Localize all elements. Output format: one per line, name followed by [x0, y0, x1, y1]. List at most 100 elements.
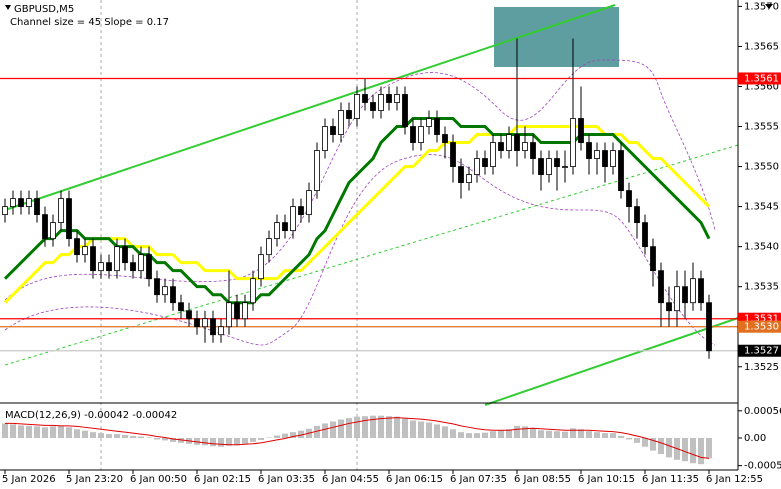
macd-bar	[418, 421, 424, 438]
x-tick-label: 6 Jan 04:55	[322, 474, 379, 485]
macd-bar	[154, 437, 160, 440]
y-tick-label: 1.3560	[744, 81, 779, 92]
macd-bar	[202, 437, 208, 446]
y-tick-label: 0.00	[744, 433, 766, 444]
macd-bar	[594, 432, 600, 438]
candle-body	[570, 118, 576, 167]
candle-body	[658, 270, 664, 304]
price-tag-label: 1.3561	[744, 73, 779, 84]
macd-bar	[514, 425, 520, 438]
macd-bar	[210, 437, 216, 447]
candle-body	[474, 158, 480, 175]
macd-bar	[426, 422, 432, 438]
macd-bar	[74, 429, 80, 438]
y-tick-label: 1.3540	[744, 242, 779, 253]
candle-body	[170, 286, 176, 304]
macd-bar	[138, 436, 144, 438]
candle-body	[450, 142, 456, 167]
macd-bar	[250, 437, 256, 442]
macd-bar	[530, 428, 536, 438]
macd-bar	[34, 426, 40, 438]
x-tick-label: 6 Jan 11:35	[642, 474, 699, 485]
x-tick-label: 6 Jan 02:15	[194, 474, 251, 485]
x-tick-label: 6 Jan 07:35	[450, 474, 507, 485]
macd-bar	[522, 426, 528, 438]
macd-bar	[346, 418, 352, 438]
macd-bar	[658, 437, 664, 454]
channel-middle	[4, 144, 739, 366]
macd-bar	[690, 437, 696, 464]
candle-body	[410, 126, 416, 143]
candle-body	[2, 206, 8, 216]
candle-body	[554, 158, 560, 167]
candle-body	[250, 278, 256, 304]
price-tag	[738, 320, 781, 333]
candle-body	[386, 94, 392, 103]
y-tick-label: 1.3550	[744, 162, 779, 173]
macd-bar	[58, 425, 64, 438]
candle-body	[338, 110, 344, 135]
macd-bar	[122, 435, 128, 438]
candle-body	[370, 102, 376, 111]
macd-bar	[562, 431, 568, 438]
chart-subtitle: Channel size = 45 Slope = 0.17	[10, 17, 169, 28]
candle-body	[618, 150, 624, 191]
macd-bar	[130, 436, 136, 438]
macd-bar	[626, 437, 632, 440]
macd-bar	[162, 437, 168, 441]
candle-body	[194, 318, 200, 328]
candle-body	[50, 222, 56, 240]
candle-body	[522, 142, 528, 151]
candle-body	[202, 318, 208, 328]
candle-body	[106, 262, 112, 272]
candle-body	[298, 206, 304, 216]
macd-bar	[370, 415, 376, 438]
macd-bar	[554, 431, 560, 438]
candle-body	[290, 206, 296, 232]
candle-body	[562, 166, 568, 168]
candle-body	[114, 246, 120, 272]
macd-bar	[490, 431, 496, 438]
x-tick-label: 5 Jan 23:20	[66, 474, 123, 485]
macd-bar	[226, 437, 232, 446]
macd-bar	[170, 437, 176, 442]
macd-bar	[42, 427, 48, 438]
candle-body	[74, 238, 80, 256]
candle-body	[362, 94, 368, 103]
candle-body	[666, 302, 672, 312]
macd-bar	[538, 430, 544, 438]
moving-average	[3, 125, 711, 304]
candle-body	[162, 286, 168, 296]
candle-body	[626, 190, 632, 208]
macd-bar	[258, 437, 264, 440]
x-tick-label: 6 Jan 12:55	[706, 474, 763, 485]
candle-body	[82, 246, 88, 256]
x-tick-label: 6 Jan 08:55	[514, 474, 571, 485]
y-tick-label: 1.3535	[744, 282, 779, 293]
candle-body	[642, 222, 648, 248]
y-tick-label: -0.00057	[744, 461, 781, 472]
candle-body	[706, 302, 712, 352]
macd-bar	[482, 432, 488, 438]
macd-bar	[338, 419, 344, 438]
candle-body	[42, 214, 48, 240]
macd-bar	[498, 430, 504, 438]
candle-body	[602, 150, 608, 167]
candle-body	[634, 206, 640, 224]
macd-bar	[66, 427, 72, 438]
macd-bar	[298, 430, 304, 438]
macd-bar	[442, 426, 448, 438]
candle-body	[674, 286, 680, 312]
candle-body	[418, 126, 424, 143]
macd-bar	[2, 423, 8, 438]
candle-body	[226, 302, 232, 328]
x-tick-label: 6 Jan 00:50	[130, 474, 187, 485]
channel-upper	[4, 4, 616, 211]
macd-bar	[234, 437, 240, 446]
candle-body	[146, 254, 152, 280]
macd-bar	[586, 431, 592, 438]
macd-bar	[650, 437, 656, 451]
macd-bar	[618, 436, 624, 438]
menu-icon	[765, 4, 773, 9]
